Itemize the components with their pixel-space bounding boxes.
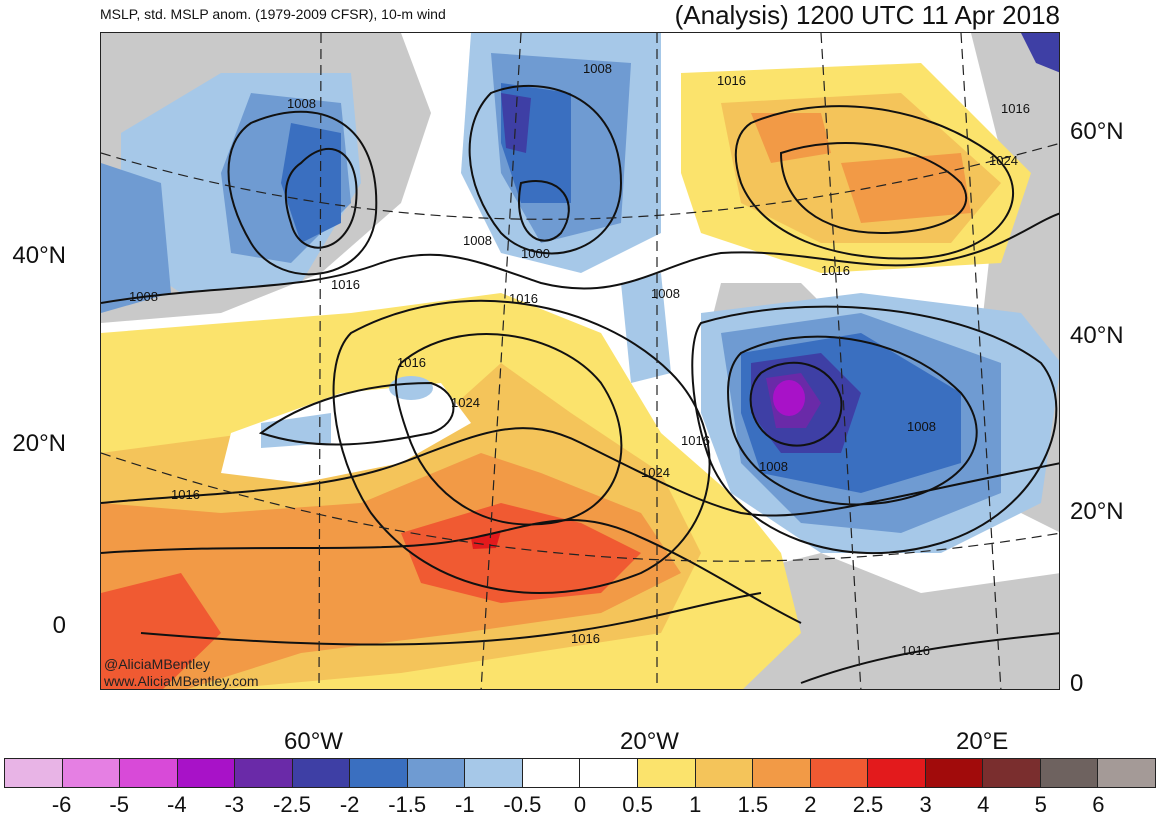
isobar-label: 1016 xyxy=(681,433,710,448)
colorbar-swatch xyxy=(810,759,869,787)
isobar-label: 1000 xyxy=(521,246,550,261)
isobar-label: 1016 xyxy=(821,263,850,278)
isobar-label: 1016 xyxy=(571,631,600,646)
colorbar-swatch xyxy=(177,759,236,787)
colorbar-swatch xyxy=(753,759,811,787)
colorbar-swatch xyxy=(292,759,351,787)
colorbar-tick-label: -4 xyxy=(167,792,187,817)
colorbar-tick-label: -0.5 xyxy=(503,792,542,817)
anomaly-colorbar xyxy=(4,758,1156,788)
isobar-label: 1008 xyxy=(287,96,316,111)
colorbar-swatch xyxy=(695,759,754,787)
lat-label-left: 0 xyxy=(52,612,66,639)
colorbar-swatch xyxy=(868,759,926,787)
credit-website: www.AliciaMBentley.com xyxy=(104,673,259,689)
isobar-label: 1008 xyxy=(583,61,612,76)
colorbar-tick-label: -6 xyxy=(51,792,72,817)
isobar-label: 1016 xyxy=(901,643,930,658)
isobar-label: 1016 xyxy=(331,277,360,292)
isobar-label: 1008 xyxy=(907,419,936,434)
map-subtitle: MSLP, std. MSLP anom. (1979-2009 CFSR), … xyxy=(100,6,446,22)
lon-label: 20°E xyxy=(956,728,1009,755)
colorbar-tick-label: 0.5 xyxy=(622,792,653,817)
lon-label: 20°W xyxy=(620,728,679,755)
colorbar-tick-label: -3 xyxy=(224,792,245,817)
lon-label: 60°W xyxy=(284,728,343,755)
isobar-label: 1008 xyxy=(463,233,492,248)
colorbar-swatch xyxy=(638,759,696,787)
lat-label-right: 60°N xyxy=(1070,118,1124,145)
colorbar-swatch xyxy=(983,759,1041,787)
map-title: (Analysis) 1200 UTC 11 Apr 2018 xyxy=(674,0,1060,30)
colorbar-tick-label: 0 xyxy=(573,792,587,817)
lat-label-right: 40°N xyxy=(1070,322,1124,349)
weather-map: 1008 1008 1016 1008 1000 1016 1008 1016 … xyxy=(100,32,1060,690)
colorbar-tick-label: 5 xyxy=(1034,792,1047,817)
lat-label-left: 40°N xyxy=(12,242,66,269)
colorbar-tick-label: 2 xyxy=(804,792,817,817)
colorbar-swatch xyxy=(62,759,121,787)
isobar-label: 1016 xyxy=(509,291,538,306)
colorbar-tick-label: 4 xyxy=(977,792,990,817)
isobar-label: 1024 xyxy=(989,153,1018,168)
colorbar-swatch xyxy=(580,759,639,787)
weak-low-anomaly-east xyxy=(389,376,433,400)
colorbar-tick-label: -1.5 xyxy=(388,792,427,817)
isobar-label: 1008 xyxy=(759,459,788,474)
colorbar-tick-label: -2 xyxy=(339,792,360,817)
colorbar-tick-label: 6 xyxy=(1092,792,1105,817)
graticule xyxy=(101,33,1059,689)
lat-label-right: 0 xyxy=(1070,670,1084,697)
lat-label-left: 20°N xyxy=(12,430,66,457)
isobar-label-group: 1008 1008 1016 1008 1000 1016 1008 1016 … xyxy=(129,61,1030,658)
isobar-label: 1024 xyxy=(641,465,670,480)
isobar-contours xyxy=(101,84,1059,684)
isobar-label: 1016 xyxy=(171,487,200,502)
isobar-label: 1024 xyxy=(451,395,480,410)
colorbar-swatch xyxy=(5,759,63,787)
colorbar-swatch xyxy=(350,759,408,787)
colorbar-tick-label: -2.5 xyxy=(273,792,311,817)
colorbar-swatch xyxy=(407,759,466,787)
colorbar-swatch xyxy=(925,759,984,787)
colorbar-tick-label: -1 xyxy=(455,792,475,817)
colorbar-swatch xyxy=(235,759,293,787)
neutral-anomaly-area xyxy=(221,383,471,483)
colorbar-swatch xyxy=(1040,759,1099,787)
colorbar-tick-label: 2.5 xyxy=(852,792,884,817)
positive-anomaly-south xyxy=(101,293,801,689)
isobar-label: 1016 xyxy=(1001,101,1030,116)
isobar-label: 1008 xyxy=(129,289,158,304)
colorbar-swatch xyxy=(522,759,581,787)
colorbar-tick-label: 3 xyxy=(919,792,932,817)
colorbar-swatch xyxy=(465,759,523,787)
lat-label-right: 20°N xyxy=(1070,498,1124,525)
negative-anomaly-north xyxy=(101,33,1059,383)
isobar-label: 1008 xyxy=(651,286,680,301)
colorbar-swatch xyxy=(1098,759,1155,787)
colorbar-tick-label: 1 xyxy=(689,792,702,817)
colorbar-tick-label: 1.5 xyxy=(737,792,769,817)
isobar-label: 1016 xyxy=(397,355,426,370)
credit-handle: @AliciaMBentley xyxy=(104,656,211,672)
colorbar-tick-label: -5 xyxy=(109,792,129,817)
colorbar-swatch xyxy=(120,759,178,787)
isobar-label: 1016 xyxy=(717,73,746,88)
